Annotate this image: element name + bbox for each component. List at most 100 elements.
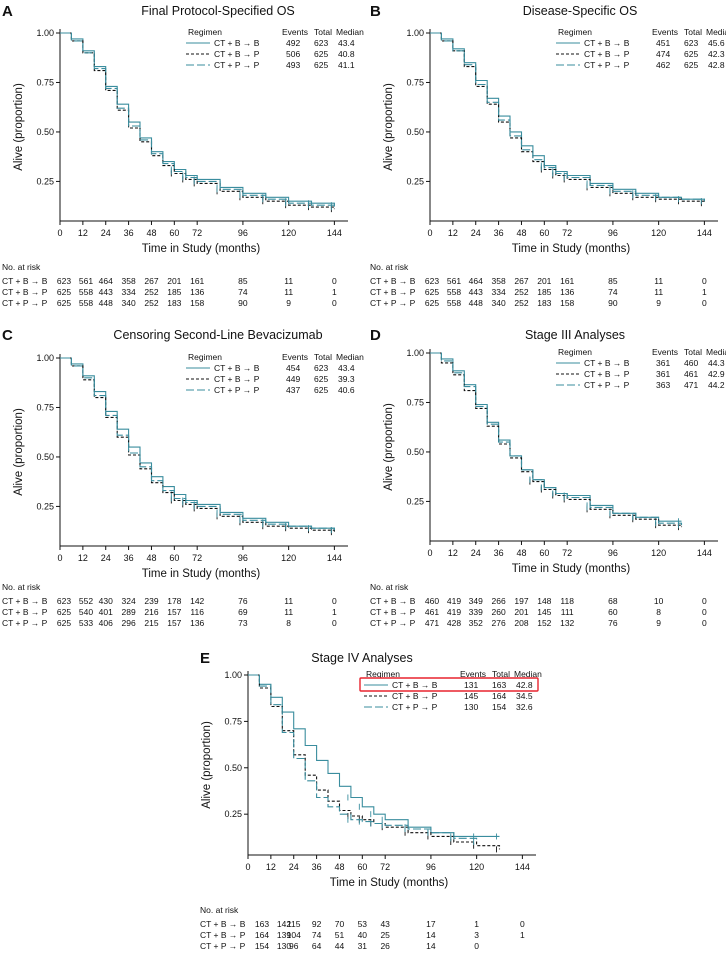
x-tick-label: 96 xyxy=(238,228,248,238)
legend-median: 45.6 xyxy=(708,38,725,48)
y-tick-label: 0.50 xyxy=(36,127,54,137)
risk-value: 540 xyxy=(79,607,93,617)
risk-value: 74 xyxy=(608,287,618,297)
legend-series-name: CT + B → P xyxy=(584,369,630,379)
risk-header: No. at risk xyxy=(200,905,239,915)
risk-value: 90 xyxy=(608,298,618,308)
legend: Regimen Events Total Median CT + B → B 131 163… xyxy=(359,669,542,712)
x-tick-label: 48 xyxy=(334,862,344,872)
legend-highlight-box xyxy=(359,677,539,692)
x-axis-label: Time in Study (months) xyxy=(512,243,631,255)
risk-value: 154 xyxy=(255,941,269,951)
risk-row-label: CT + P → P xyxy=(370,298,416,308)
x-tick-label: 72 xyxy=(380,862,390,872)
risk-value: 252 xyxy=(144,287,158,297)
risk-value: 85 xyxy=(238,276,248,286)
x-tick-label: 144 xyxy=(327,553,342,563)
x-tick-label: 12 xyxy=(448,548,458,558)
panel-label: D xyxy=(370,327,381,344)
risk-value: 0 xyxy=(702,607,707,617)
legend-header-total: Total xyxy=(314,27,332,37)
risk-value: 14 xyxy=(426,930,436,940)
risk-value: 136 xyxy=(560,287,574,297)
risk-value: 625 xyxy=(57,618,71,628)
risk-value: 334 xyxy=(122,287,136,297)
risk-value: 0 xyxy=(474,941,479,951)
risk-value: 178 xyxy=(167,596,181,606)
x-tick-label: 36 xyxy=(124,228,134,238)
risk-value: 43 xyxy=(380,919,390,929)
panel-label: C xyxy=(2,327,13,344)
risk-value: 419 xyxy=(447,596,461,606)
risk-value: 8 xyxy=(286,618,291,628)
x-tick-label: 48 xyxy=(146,553,156,563)
risk-header: No. at risk xyxy=(2,582,41,592)
risk-value: 40 xyxy=(358,930,368,940)
legend-series-name: CT + B → P xyxy=(392,691,438,701)
legend-total: 154 xyxy=(492,702,506,712)
risk-value: 552 xyxy=(79,596,93,606)
legend-total: 623 xyxy=(314,38,328,48)
km-curve-1 xyxy=(430,352,682,522)
risk-value: 623 xyxy=(57,596,71,606)
y-axis-label: Alive (proportion) xyxy=(383,83,395,171)
risk-value: 183 xyxy=(537,298,551,308)
legend-total: 461 xyxy=(684,369,698,379)
legend-total: 460 xyxy=(684,358,698,368)
risk-header: No. at risk xyxy=(370,582,409,592)
y-tick-label: 0.50 xyxy=(36,452,54,462)
panel-title: Disease-Specific OS xyxy=(523,4,638,18)
x-tick-label: 72 xyxy=(562,228,572,238)
risk-row-label: CT + P → P xyxy=(200,941,246,951)
legend-series-name: CT + B → B xyxy=(392,680,438,690)
y-axis-label: Alive (proportion) xyxy=(383,403,395,491)
legend-total: 625 xyxy=(314,385,328,395)
y-axis-label: Alive (proportion) xyxy=(201,721,213,809)
risk-value: 11 xyxy=(284,276,293,286)
km-curve-2 xyxy=(60,357,335,533)
risk-value: 73 xyxy=(238,618,248,628)
legend-median: 32.6 xyxy=(516,702,533,712)
panel-title: Stage III Analyses xyxy=(525,328,625,342)
legend-events: 449 xyxy=(286,374,300,384)
y-tick-label: 0.75 xyxy=(406,397,424,407)
risk-row-label: CT + B → P xyxy=(200,930,246,940)
risk-value: 104 xyxy=(287,930,301,940)
risk-value: 1 xyxy=(332,287,337,297)
risk-value: 406 xyxy=(99,618,113,628)
panel-c: C Censoring Second-Line Bevacizumab 1.00 0.… xyxy=(2,327,364,628)
risk-value: 1 xyxy=(332,607,337,617)
risk-value: 17 xyxy=(426,919,436,929)
x-tick-label: 144 xyxy=(515,862,530,872)
risk-value: 324 xyxy=(122,596,136,606)
legend-header-regimen: Regimen xyxy=(558,347,592,357)
risk-value: 448 xyxy=(99,298,113,308)
legend-median: 34.5 xyxy=(516,691,533,701)
legend-events: 131 xyxy=(464,680,478,690)
legend-series-name: CT + B → B xyxy=(584,38,630,48)
risk-value: 349 xyxy=(469,596,483,606)
risk-value: 334 xyxy=(492,287,506,297)
risk-value: 561 xyxy=(447,276,461,286)
risk-row-label: CT + B → P xyxy=(2,287,48,297)
legend-total: 625 xyxy=(314,49,328,59)
risk-value: 266 xyxy=(492,596,506,606)
risk-value: 85 xyxy=(608,276,618,286)
y-tick-label: 0.75 xyxy=(224,716,242,726)
x-tick-label: 36 xyxy=(312,862,322,872)
risk-value: 471 xyxy=(425,618,439,628)
risk-value: 9 xyxy=(286,298,291,308)
risk-value: 339 xyxy=(469,607,483,617)
km-curve-3 xyxy=(60,357,335,531)
legend: Regimen Events Total Median CT + B → B 454 623… xyxy=(186,352,364,395)
y-tick-label: 0.75 xyxy=(36,77,54,87)
risk-value: 267 xyxy=(514,276,528,286)
risk-value: 116 xyxy=(190,607,204,617)
x-tick-label: 120 xyxy=(281,228,296,238)
legend-median: 43.4 xyxy=(338,363,355,373)
x-tick-label: 0 xyxy=(427,228,432,238)
x-tick-label: 144 xyxy=(327,228,342,238)
risk-value: 623 xyxy=(57,276,71,286)
y-tick-label: 0.25 xyxy=(36,501,54,511)
risk-value: 428 xyxy=(447,618,461,628)
